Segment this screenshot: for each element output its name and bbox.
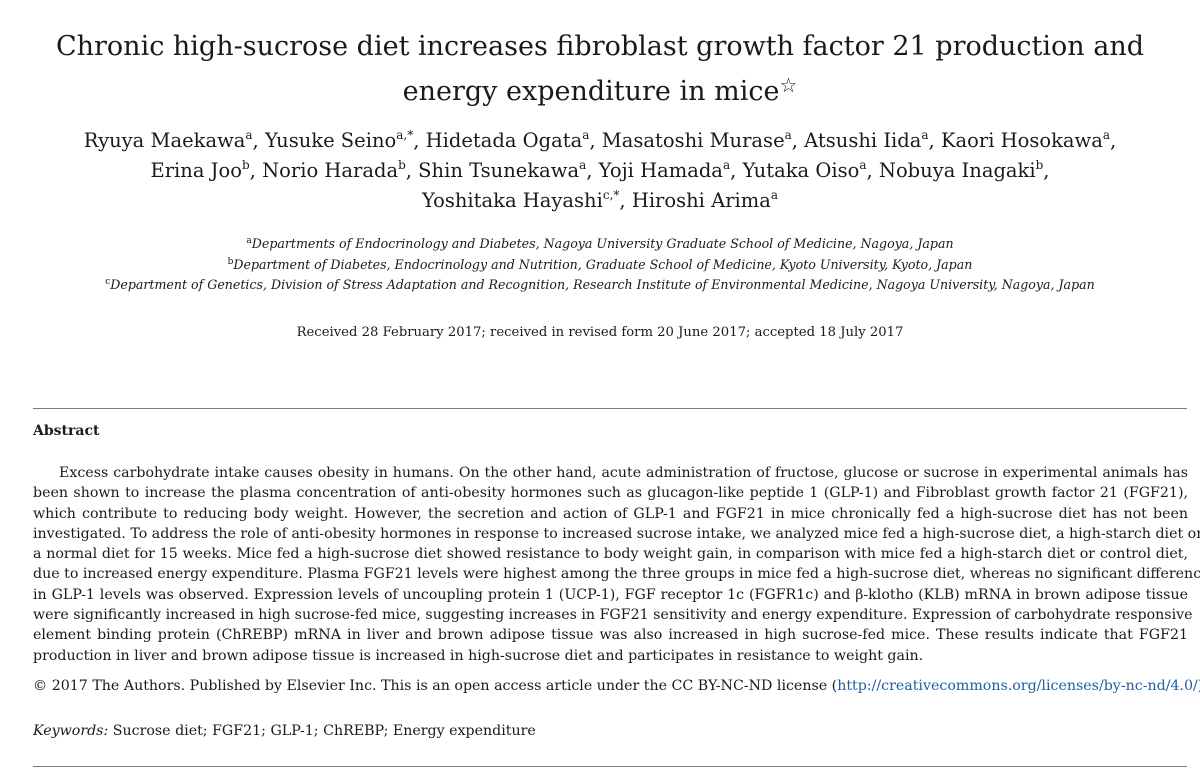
abstract-line: were significantly increased in high suc…	[33, 607, 1193, 624]
title-line-1: Chronic high-sucrose diet increases fibr…	[55, 31, 1145, 62]
author-affiliation-marker: a	[245, 128, 253, 142]
author-affiliation-marker: a	[770, 188, 779, 202]
author[interactable]: Hiroshi Arimaa	[632, 189, 778, 212]
author-line: Ryuya Maekawaa, Yusuke Seinoa,*, Hidetad…	[83, 128, 1117, 152]
author-affiliation-marker: a	[859, 158, 867, 172]
abstract-line: been shown to increase the plasma concen…	[33, 485, 1188, 502]
license-link[interactable]: http://creativecommons.org/licenses/by-n…	[837, 678, 1198, 694]
author-affiliation-marker: a	[921, 128, 929, 142]
affiliation-b: bDepartment of Diabetes, Endocrinology a…	[0, 255, 1200, 276]
author-affiliation-marker: a	[1102, 128, 1111, 142]
author[interactable]: Yoshitaka Hayashic,*	[422, 189, 619, 212]
author[interactable]: Yoji Hamadaa	[599, 159, 730, 182]
affiliation-marker: b	[227, 256, 234, 267]
author-affiliation-marker: b	[398, 158, 406, 172]
author-name: Nobuya Inagaki	[878, 159, 1036, 182]
affiliation-a: aDepartments of Endocrinology and Diabet…	[0, 234, 1200, 255]
keywords-label: Keywords:	[33, 723, 109, 739]
author-name: Erina Joo	[150, 159, 242, 182]
license-suffix: ).	[1198, 678, 1200, 694]
author[interactable]: Yutaka Oisoa	[743, 159, 867, 182]
author-name: Shin Tsunekawa	[418, 159, 580, 182]
section-divider	[33, 766, 1187, 767]
author-name: Kaori Hosokawa	[940, 129, 1103, 152]
author-name: Hiroshi Arima	[631, 189, 771, 212]
author[interactable]: Nobuya Inagakib	[879, 159, 1043, 182]
author-affiliation-marker: a	[579, 158, 587, 172]
author-affiliation-marker: b	[1035, 158, 1044, 172]
title-footnote-star-link[interactable]: ☆	[779, 73, 798, 97]
author-name: Atsushi Iida	[804, 129, 922, 152]
abstract-heading: Abstract	[33, 423, 100, 439]
author-name: Ryuya Maekawa	[83, 129, 246, 152]
author[interactable]: Kaori Hosokawaa	[941, 129, 1110, 152]
author[interactable]: Hidetada Ogataa	[426, 129, 590, 152]
affiliation-c: cDepartment of Genetics, Division of Str…	[0, 275, 1200, 296]
author[interactable]: Norio Haradab	[262, 159, 406, 182]
author[interactable]: Shin Tsunekawaa	[418, 159, 586, 182]
title-line-2: energy expenditure in mice☆	[40, 66, 1160, 111]
author-name: Yutaka Oiso	[742, 159, 860, 182]
author-affiliation-marker: a	[722, 158, 731, 172]
affiliation-text: Departments of Endocrinology and Diabete…	[251, 236, 954, 251]
author-line: Yoshitaka Hayashic,*, Hiroshi Arimaa	[421, 188, 779, 212]
author[interactable]: Erina Joob	[151, 159, 250, 182]
author-name: Yoshitaka Hayashi	[421, 189, 603, 212]
abstract-line: investigated. To address the role of ant…	[33, 525, 1200, 542]
keywords-list: Sucrose diet; FGF21; GLP-1; ChREBP; Ener…	[112, 723, 536, 739]
abstract-line: Excess carbohydrate intake causes obesit…	[59, 465, 1188, 481]
section-divider	[33, 408, 1187, 409]
author-name: Yusuke Seino	[264, 129, 397, 152]
author[interactable]: Yusuke Seinoa,*	[265, 129, 413, 152]
abstract-line: production in liver and brown adipose ti…	[33, 647, 924, 664]
affiliation-text: Department of Genetics, Division of Stre…	[110, 277, 1095, 292]
author-name: Hidetada Ogata	[425, 129, 583, 152]
author[interactable]: Atsushi Iidaa	[804, 129, 928, 152]
abstract-line: which contribute to reducing body weight…	[33, 505, 1188, 522]
author-name: Masatoshi Murase	[601, 129, 785, 152]
author-line: Erina Joob, Norio Haradab, Shin Tsunekaw…	[150, 158, 1050, 182]
title-line-2-text: energy expenditure in mice	[402, 76, 780, 107]
author[interactable]: Masatoshi Murasea	[602, 129, 792, 152]
article-title: Chronic high-sucrose diet increases fibr…	[0, 28, 1200, 111]
abstract-line: a normal diet for 15 weeks. Mice fed a h…	[33, 546, 1188, 563]
affiliation-list: aDepartments of Endocrinology and Diabet…	[0, 234, 1200, 296]
author-name: Norio Harada	[262, 159, 399, 182]
author-affiliation-marker: a	[784, 128, 792, 142]
author-name: Yoji Hamada	[598, 159, 723, 182]
received-dates: Received 28 February 2017; received in r…	[296, 325, 904, 340]
abstract-text: Excess carbohydrate intake causes obesit…	[33, 463, 1200, 666]
author-affiliation-marker: a	[582, 128, 590, 142]
author-affiliation-marker: c,*	[602, 188, 620, 202]
license-prefix: © 2017 The Authors. Published by Elsevie…	[33, 678, 838, 694]
affiliation-marker: a	[246, 236, 252, 246]
author-list: Ryuya Maekawaa, Yusuke Seinoa,*, Hidetad…	[0, 126, 1200, 216]
license-statement: © 2017 The Authors. Published by Elsevie…	[33, 676, 1200, 696]
author-affiliation-marker: a,*	[396, 128, 414, 142]
author-affiliation-marker: b	[241, 158, 250, 172]
affiliation-marker: c	[105, 277, 111, 287]
abstract-line: element binding protein (ChREBP) mRNA in…	[33, 627, 1188, 644]
abstract-line: due to increased energy expenditure. Pla…	[33, 566, 1200, 583]
author[interactable]: Ryuya Maekawaa	[84, 129, 253, 152]
abstract-line: in GLP-1 levels was observed. Expression…	[33, 586, 1188, 603]
affiliation-text: Department of Diabetes, Endocrinology an…	[233, 256, 973, 272]
keywords: Keywords: Sucrose diet; FGF21; GLP-1; Ch…	[33, 721, 536, 741]
